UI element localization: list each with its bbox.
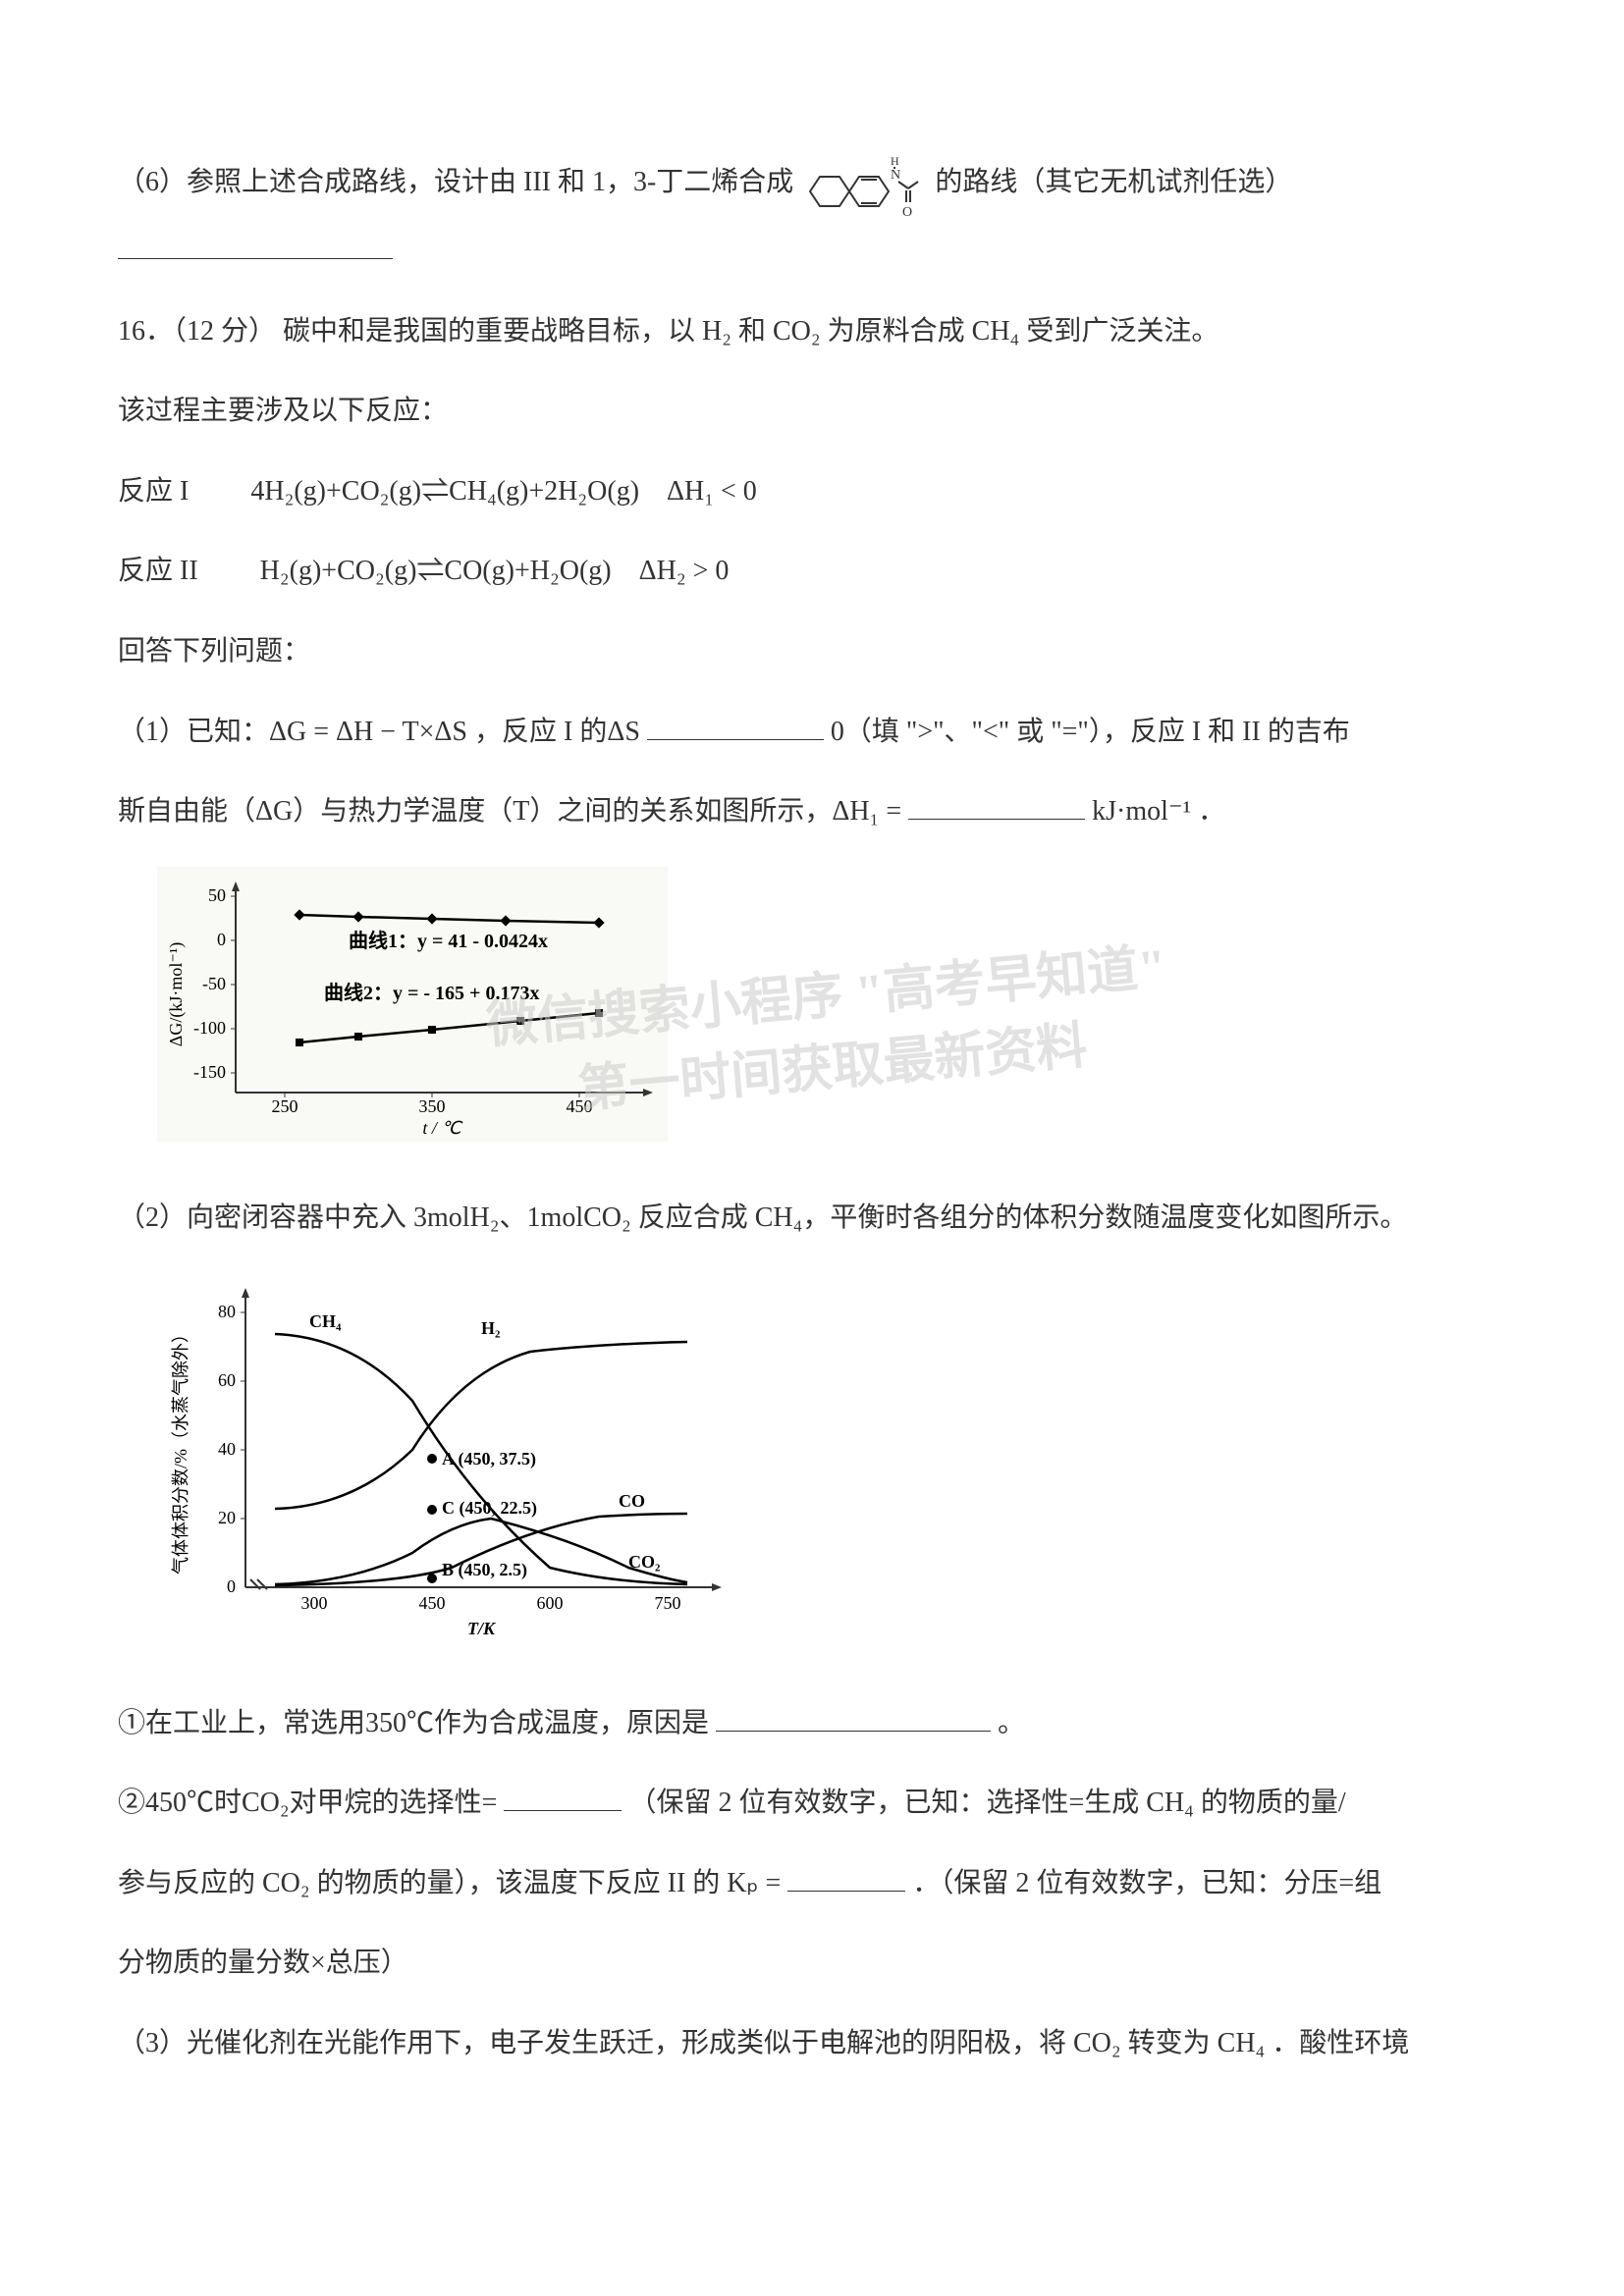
question-16-intro: 16．（12 分） 碳中和是我国的重要战略目标，以 H₂ 和 CO₂ 为原料合成…: [118, 301, 1506, 362]
c2-pC: C (450, 22.5): [442, 1498, 537, 1519]
c1-xlabel: t / ℃: [422, 1118, 462, 1138]
c1-xt2: 450: [567, 1096, 593, 1116]
c2-xt0: 300: [301, 1593, 328, 1613]
sub2-text: （2）向密闭容器中充入 3molH₂、1molCO₂ 反应合成 CH₄，平衡时各…: [118, 1188, 1506, 1249]
c2-co2: CO₂: [628, 1552, 660, 1572]
sub1-mid1: 0（填 ">"、"<" 或 "="），反应 I 和 II 的吉布: [831, 717, 1350, 747]
c2-xt1: 450: [419, 1593, 446, 1613]
sub3: （3）光催化剂在光能作用下，电子发生跃迁，形成类似于电解池的阴阳极，将 CO₂ …: [118, 2013, 1506, 2074]
c2-xt3: 750: [655, 1593, 681, 1613]
sub1-line2-prefix: 斯自由能（ΔG）与热力学温度（T）之间的关系如图所示，ΔH₁ =: [118, 796, 901, 827]
c1-curve1-label: 曲线1：y = 41 - 0.0424x: [349, 929, 548, 952]
c2-co: CO: [619, 1491, 645, 1511]
reaction-1: 反应 I 4H₂(g)+CO₂(g)⇌CH₄(g)+2H₂O(g) ΔH₁ < …: [118, 461, 1506, 522]
c1-yt0: 50: [208, 885, 226, 905]
process-intro: 该过程主要涉及以下反应：: [118, 381, 1506, 442]
sub1-line2: 斯自由能（ΔG）与热力学温度（T）之间的关系如图所示，ΔH₁ = kJ·mol⁻…: [118, 781, 1506, 842]
c1-yt1: 0: [217, 930, 226, 949]
q16-number: 16．（12 分）: [118, 316, 276, 347]
sub1-line1: （1）已知：ΔG = ΔH − T×ΔS ，反应 I 的ΔS 0（填 ">"、"…: [118, 702, 1506, 763]
c2-h2: H₂: [481, 1318, 500, 1338]
svg-text:H: H: [891, 154, 899, 168]
sub2-q2-blank1: [504, 1779, 622, 1812]
sub2-q2-prefix: ②450℃时CO₂对甲烷的选择性=: [118, 1788, 497, 1818]
svg-text:O: O: [902, 205, 912, 220]
c2-yt4: 80: [218, 1302, 236, 1321]
c2-ch4: CH₄: [309, 1311, 342, 1331]
sub1-blank2: [908, 787, 1085, 821]
c2-xt2: 600: [537, 1593, 564, 1613]
sub2-q1-period: 。: [998, 1708, 1025, 1738]
sub2-q2-line3: 分物质的量分数×总压）: [118, 1933, 1506, 1994]
r2-eq: H₂(g)+CO₂(g)⇌CO(g)+H₂O(g) ΔH₂ > 0: [260, 556, 730, 586]
chart-1: 50 0 -50 -100 -150 250 350 450 ΔG/(kJ·mo…: [157, 867, 1506, 1164]
question-6: （6）参照上述合成路线，设计由 III 和 1，3-丁二烯合成 N H: [118, 147, 1506, 282]
c1-xt0: 250: [272, 1096, 298, 1116]
svg-text:N: N: [891, 168, 900, 183]
q6-prefix: （6）参照上述合成路线，设计由 III 和 1，3-丁二烯合成: [118, 167, 793, 197]
sub1-prefix: （1）已知：ΔG = ΔH − T×ΔS ，反应 I 的ΔS: [118, 717, 640, 747]
c2-yt0: 0: [227, 1576, 236, 1596]
sub2-q2-suffix: ．（保留 2 位有效数字，已知：分压=组: [912, 1868, 1381, 1898]
c2-xlabel: T/K: [467, 1619, 497, 1638]
sub2-q2-line2: 参与反应的 CO₂ 的物质的量），该温度下反应 II 的 Kₚ = ．（保留 2…: [118, 1853, 1506, 1914]
sub2-q2-line1: ②450℃时CO₂对甲烷的选择性= （保留 2 位有效数字，已知：选择性=生成 …: [118, 1773, 1506, 1834]
reaction-2: 反应 II H₂(g)+CO₂(g)⇌CO(g)+H₂O(g) ΔH₂ > 0: [118, 541, 1506, 602]
sub2-q1-text: ①在工业上，常选用350℃作为合成温度，原因是: [118, 1708, 709, 1738]
molecule-icon: N H O: [800, 147, 928, 221]
c1-curve2-label: 曲线2：y = - 165 + 0.173x: [324, 981, 539, 1004]
sub2-q2-mid: （保留 2 位有效数字，已知：选择性=生成 CH₄ 的物质的量/: [628, 1788, 1345, 1818]
c2-yt1: 20: [218, 1508, 236, 1527]
c2-ylabel: 气体体积分数/%（水蒸气除外）: [171, 1325, 190, 1575]
c1-xt1: 350: [419, 1096, 446, 1116]
c2-yt2: 40: [218, 1439, 236, 1459]
q6-suffix: 的路线（其它无机试剂任选）: [935, 167, 1292, 197]
sub1-blank1: [647, 707, 824, 740]
c2-pB: B (450, 2.5): [442, 1560, 527, 1580]
c2-yt3: 60: [218, 1370, 236, 1390]
c1-yt4: -150: [193, 1062, 226, 1082]
sub2-q1-blank: [716, 1698, 991, 1732]
sub2-q2-blank2: [787, 1858, 905, 1892]
c1-yt3: -100: [193, 1018, 226, 1038]
r2-label: 反应 II: [118, 556, 198, 586]
r1-label: 反应 I: [118, 476, 189, 507]
answer-intro: 回答下列问题：: [118, 621, 1506, 682]
r1-eq: 4H₂(g)+CO₂(g)⇌CH₄(g)+2H₂O(g) ΔH₁ < 0: [250, 476, 756, 507]
sub1-unit: kJ·mol⁻¹ ．: [1092, 796, 1225, 827]
sub2-q2-line2-prefix: 参与反应的 CO₂ 的物质的量），该温度下反应 II 的 Kₚ =: [118, 1868, 781, 1898]
sub2-q1: ①在工业上，常选用350℃作为合成温度，原因是 。: [118, 1693, 1506, 1754]
q6-blank: [118, 226, 393, 259]
chart-2: 0 20 40 60 80 300 450 600 750 气体体积分数/%（水…: [157, 1273, 1506, 1669]
c1-yt2: -50: [202, 974, 226, 993]
c1-ylabel: ΔG/(kJ·mol⁻¹): [166, 942, 187, 1046]
q16-intro-text: 碳中和是我国的重要战略目标，以 H₂ 和 CO₂ 为原料合成 CH₄ 受到广泛关…: [283, 316, 1218, 347]
c2-pA: A (450, 37.5): [442, 1449, 536, 1469]
